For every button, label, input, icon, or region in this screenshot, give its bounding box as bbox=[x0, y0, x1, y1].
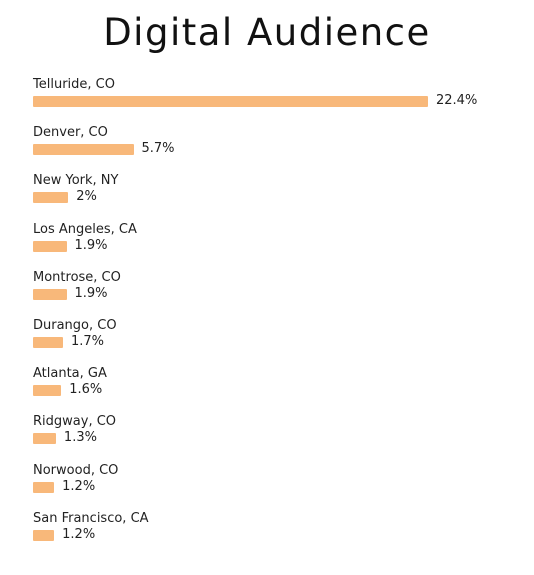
value-label: 1.2% bbox=[62, 526, 96, 542]
category-label: Montrose, CO bbox=[33, 269, 121, 285]
value-label: 1.9% bbox=[74, 285, 108, 301]
category-label: Norwood, CO bbox=[33, 462, 119, 478]
category-label: Ridgway, CO bbox=[33, 414, 117, 430]
bar bbox=[33, 144, 134, 156]
value-label: 5.7% bbox=[141, 141, 175, 157]
category-label: San Francisco, CA bbox=[33, 510, 149, 526]
bar bbox=[33, 433, 56, 445]
value-label: 1.6% bbox=[69, 382, 103, 398]
chart-title: Digital Audience bbox=[103, 11, 431, 54]
bar bbox=[33, 385, 62, 397]
bar bbox=[33, 192, 69, 204]
value-label: 1.2% bbox=[62, 478, 96, 494]
value-label: 22.4% bbox=[436, 93, 478, 108]
category-label: Atlanta, GA bbox=[33, 366, 107, 382]
bar bbox=[33, 529, 55, 541]
bar bbox=[33, 337, 63, 348]
bar bbox=[33, 96, 428, 107]
category-label: Denver, CO bbox=[33, 125, 108, 141]
value-label: 1.9% bbox=[74, 237, 108, 253]
category-label: Los Angeles, CA bbox=[33, 221, 137, 237]
value-label: 2% bbox=[76, 189, 97, 205]
category-label: New York, NY bbox=[33, 173, 119, 189]
category-label: Durango, CO bbox=[33, 318, 117, 333]
value-label: 1.7% bbox=[70, 334, 104, 349]
bar bbox=[33, 481, 55, 493]
bar bbox=[33, 288, 67, 300]
bar bbox=[33, 240, 67, 252]
category-label: Telluride, CO bbox=[33, 77, 115, 92]
value-label: 1.3% bbox=[63, 430, 97, 446]
